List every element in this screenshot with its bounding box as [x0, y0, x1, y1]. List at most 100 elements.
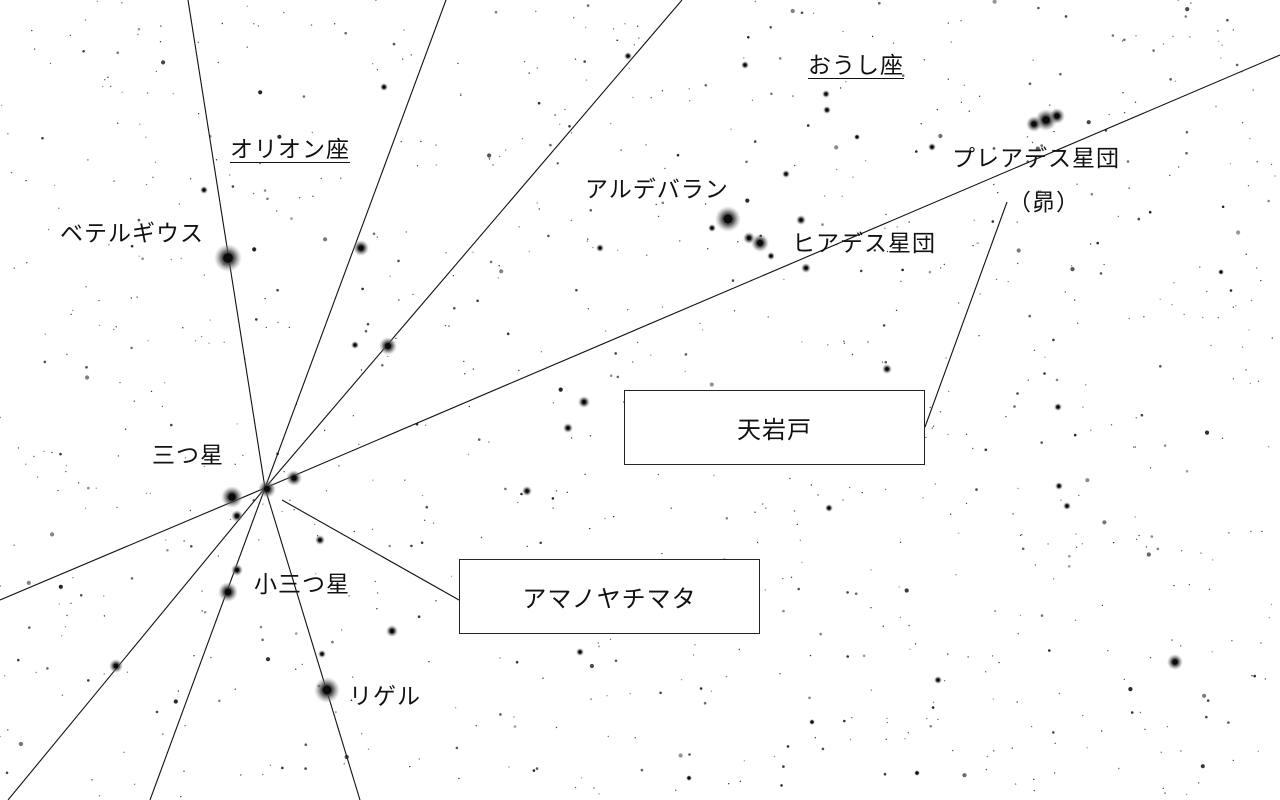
faint-star [25, 180, 27, 182]
faint-star [699, 687, 703, 690]
faint-star [1229, 163, 1232, 165]
faint-star [932, 701, 935, 703]
faint-star [1074, 299, 1076, 301]
faint-star [535, 10, 537, 13]
faint-star [376, 69, 379, 71]
faint-star [193, 655, 195, 657]
faint-star [400, 141, 402, 143]
faint-star [801, 561, 803, 564]
faint-star [782, 577, 784, 580]
faint-star [352, 676, 354, 678]
faint-star [604, 330, 607, 332]
faint-star [914, 643, 917, 645]
faint-star [670, 507, 672, 509]
faint-star [896, 226, 898, 228]
faint-star [1082, 714, 1084, 717]
faint-star [82, 50, 85, 53]
faint-star [1059, 72, 1062, 76]
faint-star [257, 25, 260, 27]
faint-star [836, 168, 838, 171]
faint-star [1068, 565, 1071, 568]
faint-star [993, 183, 995, 186]
faint-star [1026, 136, 1029, 138]
faint-star [323, 237, 328, 242]
faint-star [973, 219, 975, 221]
faint-star [113, 180, 115, 182]
faint-star [1040, 144, 1043, 147]
faint-star [425, 424, 427, 426]
faint-star [1052, 578, 1055, 580]
faint-star [424, 519, 426, 521]
faint-star [1159, 298, 1161, 300]
faint-star [409, 765, 411, 768]
faint-star [242, 454, 244, 457]
faint-star [861, 491, 863, 494]
faint-star [315, 573, 317, 575]
faint-star [72, 577, 74, 579]
faint-star [952, 749, 954, 752]
faint-star [194, 340, 197, 342]
faint-star [494, 10, 498, 14]
faint-star [1134, 101, 1137, 103]
faint-star [616, 39, 618, 41]
faint-star [932, 425, 935, 427]
faint-star [203, 465, 205, 468]
faint-star [137, 218, 141, 222]
faint-star [790, 576, 793, 578]
faint-star [1134, 446, 1137, 448]
faint-star [103, 673, 105, 675]
faint-star [98, 324, 101, 327]
faint-star [98, 299, 100, 302]
faint-star [164, 382, 166, 384]
faint-star [403, 29, 405, 31]
faint-star [1206, 290, 1208, 293]
orion-constellation-label: オリオン座 [230, 137, 350, 163]
faint-star [397, 259, 400, 263]
faint-star [1028, 82, 1032, 85]
faint-star [900, 280, 902, 283]
faint-star [51, 451, 53, 454]
faint-star [66, 614, 68, 617]
faint-star [745, 160, 748, 164]
faint-star [859, 269, 863, 273]
faint-star [589, 527, 591, 530]
faint-star [849, 486, 851, 489]
faint-star [61, 694, 64, 696]
faint-star [455, 746, 459, 750]
faint-star [420, 541, 424, 544]
faint-star [957, 302, 960, 304]
faint-star [87, 679, 90, 682]
faint-star [958, 532, 960, 534]
bright-star [930, 145, 934, 149]
faint-star [986, 755, 989, 758]
faint-star [570, 219, 573, 222]
faint-star [3, 675, 6, 677]
faint-star [554, 114, 556, 116]
faint-star [1044, 192, 1047, 195]
faint-star [425, 505, 429, 509]
faint-star [769, 26, 772, 29]
faint-star [159, 41, 162, 43]
faint-star [116, 506, 118, 509]
faint-star [119, 381, 121, 384]
bright-star [382, 85, 386, 89]
faint-star [126, 671, 129, 673]
faint-star [506, 332, 510, 336]
faint-star [1096, 241, 1099, 245]
faint-star [234, 688, 236, 690]
faint-star [258, 577, 261, 579]
faint-star [1235, 63, 1239, 67]
faint-star [361, 733, 363, 735]
faint-star [1047, 543, 1049, 545]
faint-star [709, 382, 714, 387]
faint-star [340, 629, 343, 631]
faint-star [124, 428, 127, 430]
faint-star [1016, 248, 1021, 253]
faint-star [1138, 534, 1140, 537]
faint-star [814, 737, 816, 739]
faint-star [293, 509, 295, 511]
faint-star [782, 765, 785, 768]
faint-star [634, 737, 636, 739]
faint-star [102, 85, 104, 88]
faint-star [551, 497, 555, 500]
